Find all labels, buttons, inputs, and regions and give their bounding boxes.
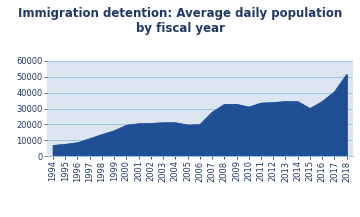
Text: Immigration detention: Average daily population
by fiscal year: Immigration detention: Average daily pop… — [18, 7, 342, 35]
